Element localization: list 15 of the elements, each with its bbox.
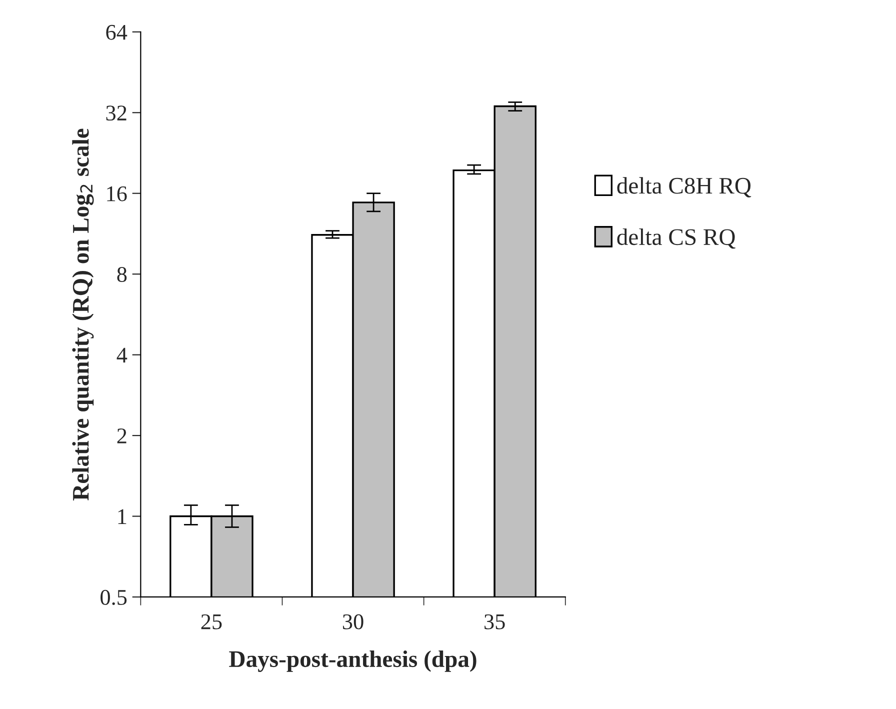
x-tick-label: 35 [484, 614, 505, 630]
y-tick-label: 32 [106, 106, 126, 121]
legend-label: delta CS RQ [617, 228, 736, 249]
y-tick-label: 64 [106, 24, 128, 40]
y-tick-label: 8 [117, 267, 127, 282]
x-tick-label: 30 [342, 614, 364, 630]
y-tick-label: 4 [116, 348, 128, 363]
x-axis-title: Days-post-anthesis (dpa) [229, 650, 476, 672]
y-axis-title: Relative quantity (RQ) on Log$_{2}$ scale [72, 128, 94, 500]
legend-label: delta C8H RQ [617, 177, 752, 198]
x-tick-label: 25 [201, 614, 222, 630]
y-tick-label: 1 [118, 509, 126, 524]
y-tick-label: 2 [117, 428, 126, 444]
y-tick-label: 0.5 [100, 590, 127, 606]
y-tick-label: 16 [107, 186, 127, 202]
